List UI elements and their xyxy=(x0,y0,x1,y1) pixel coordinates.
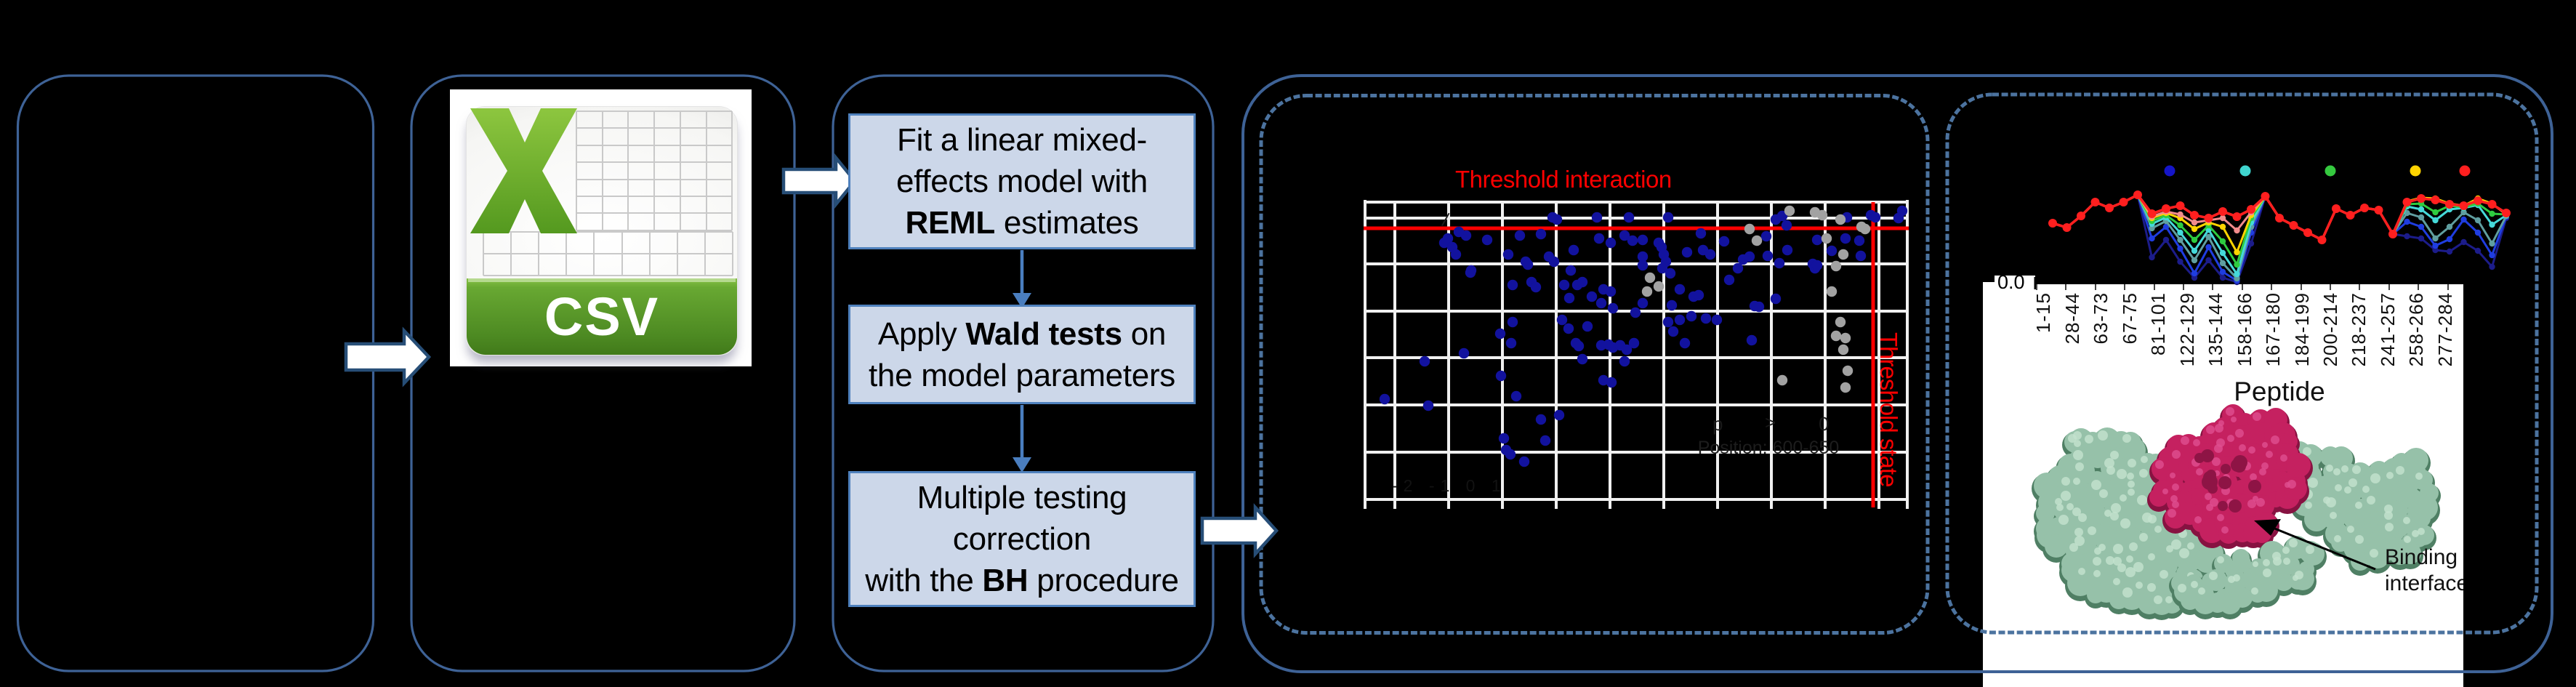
svg-text:67-75: 67-75 xyxy=(2119,292,2141,345)
svg-text:135-144: 135-144 xyxy=(2205,292,2226,366)
svg-text:277-284: 277-284 xyxy=(2434,292,2456,366)
svg-text:28-44: 28-44 xyxy=(2061,292,2083,345)
svg-text:>: > xyxy=(1765,411,1776,433)
svg-text:Position: 600-650: Position: 600-650 xyxy=(1698,438,1840,458)
svg-text:122-129: 122-129 xyxy=(2176,292,2198,366)
svg-text:1-15: 1-15 xyxy=(2032,292,2054,333)
svg-text:158-166: 158-166 xyxy=(2234,292,2255,366)
svg-text:0: 0 xyxy=(1819,413,1829,435)
svg-text:Peptide: Peptide xyxy=(2234,377,2325,406)
svg-text:Binding: Binding xyxy=(2385,545,2458,569)
svg-text:-2 -1 0 1: -2 -1 0 1 xyxy=(1392,476,1507,495)
svg-text:CSV: CSV xyxy=(544,286,659,347)
svg-text:interface: interface xyxy=(2385,571,2468,595)
svg-text:218-237: 218-237 xyxy=(2348,292,2370,366)
svg-text:Threshold interaction: Threshold interaction xyxy=(1455,166,1672,193)
svg-text:167-180: 167-180 xyxy=(2262,292,2284,366)
svg-text:p: p xyxy=(1712,413,1723,435)
svg-text:0.0: 0.0 xyxy=(1997,271,2025,293)
svg-text:258-266: 258-266 xyxy=(2405,292,2427,366)
svg-text:Threshold state: Threshold state xyxy=(1875,332,1902,486)
svg-text:63-73: 63-73 xyxy=(2090,292,2112,345)
svg-text:81-101: 81-101 xyxy=(2147,292,2169,355)
svg-text:200-214: 200-214 xyxy=(2319,292,2341,366)
svg-text:241-257: 241-257 xyxy=(2377,292,2399,366)
svg-text:184-199: 184-199 xyxy=(2291,292,2313,366)
